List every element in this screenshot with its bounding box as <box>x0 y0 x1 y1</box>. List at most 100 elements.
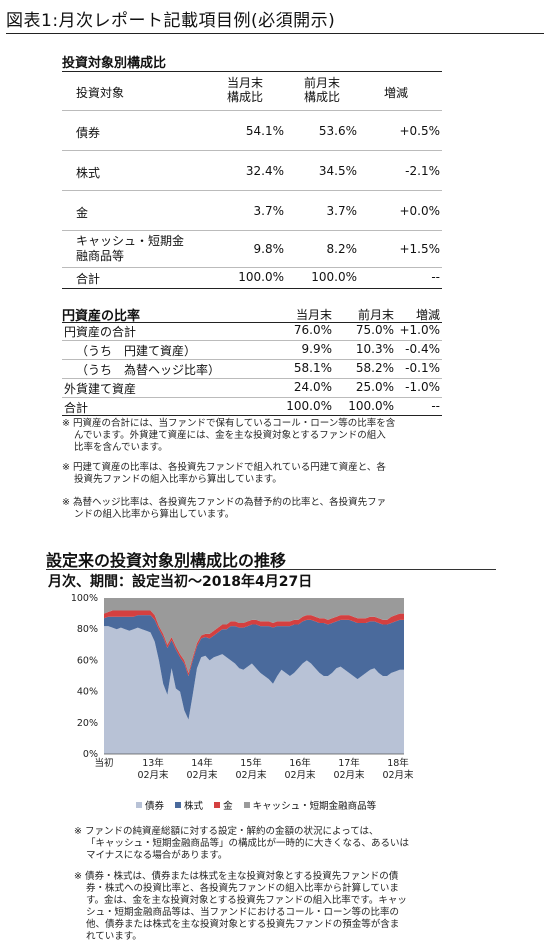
row-bond-current: 54.1% <box>245 124 284 138</box>
t2-row-foreign-current: 24.0% <box>293 380 332 394</box>
t2-row-yen-denominated-current: 9.9% <box>301 342 333 356</box>
x-tick-label: 18年 <box>387 757 409 769</box>
row-gold-change: +0.0% <box>399 204 440 218</box>
legend-gold: 金 <box>223 801 233 812</box>
row-gold-current: 3.7% <box>253 204 285 218</box>
t2-row-foreign-previous: 25.0% <box>355 380 394 394</box>
row-equity-previous: 34.5% <box>318 164 357 178</box>
col-change-header: 増減 <box>384 86 409 100</box>
col-previous-header: 前月末 構成比 <box>304 76 340 104</box>
section-title: 設定来の投資対象別構成比の推移 <box>46 551 287 570</box>
row-cash-change: +1.5% <box>399 242 440 256</box>
row-cash-label-line1: キャッシュ・短期金 <box>76 234 185 248</box>
table1-heading: 投資対象別構成比 <box>62 52 442 72</box>
col-current-line2: 構成比 <box>227 90 264 104</box>
row-divider <box>62 267 442 268</box>
t2-row-yen-total-previous: 75.0% <box>355 323 394 337</box>
legend-cash: キャッシュ・短期金融商品等 <box>252 801 377 812</box>
row-divider <box>62 359 442 360</box>
y-tick-label: 80% <box>77 624 98 635</box>
area-series-1 <box>104 615 404 720</box>
x-tick-label-sub: 02月末 <box>333 769 365 781</box>
table2-heading: 円資産の比率 <box>62 309 141 324</box>
row-cash-current: 9.8% <box>253 242 285 256</box>
row-divider <box>62 340 442 341</box>
section-subtitle: 月次、期間：設定当初～2018年4月27日 <box>48 574 313 590</box>
note-line: れています。 <box>86 931 142 942</box>
t2-col-change: 増減 <box>415 308 440 322</box>
note-cash-fluctuation: ※ ファンドの純資産総額に対する設定・解約の金額の状況によっては、 「キャッシュ… <box>74 826 409 862</box>
row-equity-change: -2.1% <box>405 164 440 178</box>
col-current-line1: 当月末 <box>227 76 264 90</box>
row-divider <box>62 230 442 231</box>
page-title: 図表1:月次レポート記載項目例(必須開示) <box>6 11 336 31</box>
t2-row-total-previous: 100.0% <box>348 399 394 413</box>
t2-row-yen-total-change: +1.0% <box>399 323 440 337</box>
note-line: 券・株式への投資比率と、各投資先ファンドの組入比率から計算していま <box>86 883 399 894</box>
row-divider <box>62 110 442 111</box>
note-line: ※ 為替ヘッジ比率は、各投資先ファンドの為替予約の比率と、各投資先ファ <box>62 497 387 508</box>
row-cash-previous: 8.2% <box>326 242 358 256</box>
row-gold-label: 金 <box>76 206 89 220</box>
legend-swatch-gold <box>214 802 221 808</box>
x-tick-label-sub: 02月末 <box>137 769 169 781</box>
t2-row-hedge-label: （うち 為替ヘッジ比率） <box>76 363 221 377</box>
y-tick-label: 60% <box>77 655 98 666</box>
col-previous-line2: 構成比 <box>304 90 341 104</box>
row-total-current: 100.0% <box>238 270 284 284</box>
x-tick-label-sub: 02月末 <box>235 769 267 781</box>
note-line: ンドの組入比率から算出しています。 <box>74 509 235 520</box>
note-yen-denominated: ※ 円建て資産の比率は、各投資先ファンドで組入れている円建て資産と、各 投資先フ… <box>62 462 386 486</box>
note-yen-assets: ※ 円資産の合計には、当ファンドで保有しているコール・ローン等の比率を含 んでい… <box>62 418 395 454</box>
t2-row-total-label: 合計 <box>64 401 89 415</box>
row-bond-change: +0.5% <box>399 124 440 138</box>
row-cash-label: キャッシュ・短期金 融商品等 <box>76 234 184 264</box>
note-line: ※ ファンドの純資産総額に対する設定・解約の金額の状況によっては、 <box>74 826 379 837</box>
x-tick-label: 14年 <box>191 757 213 769</box>
asset-allocation-table: 投資対象別構成比 投資対象 当月末 構成比 前月末 構成比 増減 債券 54.1… <box>62 52 442 289</box>
t2-row-hedge-current: 58.1% <box>293 361 332 375</box>
table2-bottom-rule <box>62 415 442 416</box>
t2-row-foreign-change: -1.0% <box>405 380 440 394</box>
t2-col-current: 当月末 <box>295 308 332 322</box>
note-line: マイナスになる場合があります。 <box>86 850 228 861</box>
x-tick-label-sub: 02月末 <box>284 769 316 781</box>
table1-bottom-rule <box>62 288 442 289</box>
row-divider <box>62 190 442 191</box>
note-line: んでいます。外貨建て資産には、金を主な投資対象とするファンドの組入 <box>74 430 386 441</box>
note-line: 「キャッシュ・短期金融商品等」の構成比が一時的に大きくなる、あるいは <box>86 838 410 849</box>
t2-row-yen-denominated-previous: 10.3% <box>355 342 394 356</box>
row-equity-current: 32.4% <box>245 164 284 178</box>
row-cash-label-line2: 融商品等 <box>76 249 125 263</box>
chart-legend: 債券 株式 金 キャッシュ・短期金融商品等 <box>128 798 376 812</box>
x-tick-label: 17年 <box>338 757 360 769</box>
row-total-change: -- <box>431 270 440 284</box>
t2-row-yen-total-label: 円資産の合計 <box>64 325 137 339</box>
row-equity-label: 株式 <box>76 166 101 180</box>
t2-row-foreign-label: 外貨建て資産 <box>64 382 137 396</box>
y-tick-label: 0% <box>83 749 98 760</box>
t2-row-yen-denominated-change: -0.4% <box>405 342 440 356</box>
t2-row-hedge-previous: 58.2% <box>355 361 394 375</box>
row-gold-previous: 3.7% <box>326 204 358 218</box>
t2-row-total-change: -- <box>431 399 440 413</box>
col-previous-line1: 前月末 <box>304 76 341 90</box>
legend-equity: 株式 <box>184 801 204 812</box>
row-divider <box>62 150 442 151</box>
note-line: ※ 円資産の合計には、当ファンドで保有しているコール・ローン等の比率を含 <box>62 418 396 429</box>
x-tick-label-sub: 02月末 <box>382 769 414 781</box>
col-asset-class: 投資対象 <box>76 86 125 100</box>
area-series-2 <box>104 610 404 676</box>
x-tick-label: 当初 <box>94 757 113 769</box>
t2-row-hedge-change: -0.1% <box>405 361 440 375</box>
t2-row-yen-denominated-label: （うち 円建て資産） <box>76 344 197 358</box>
t2-col-previous: 前月末 <box>357 308 394 322</box>
allocation-history-chart: 100%80%60%40%20%0%当初 13年02月末14年02月末15年02月… <box>71 593 414 781</box>
title-divider <box>6 33 544 34</box>
y-tick-label: 40% <box>77 687 98 698</box>
row-total-previous: 100.0% <box>311 270 357 284</box>
y-tick-label: 20% <box>77 718 98 729</box>
table2-top-rule <box>62 322 442 323</box>
area-series-3 <box>104 598 404 673</box>
x-tick-label: 16年 <box>289 757 311 769</box>
